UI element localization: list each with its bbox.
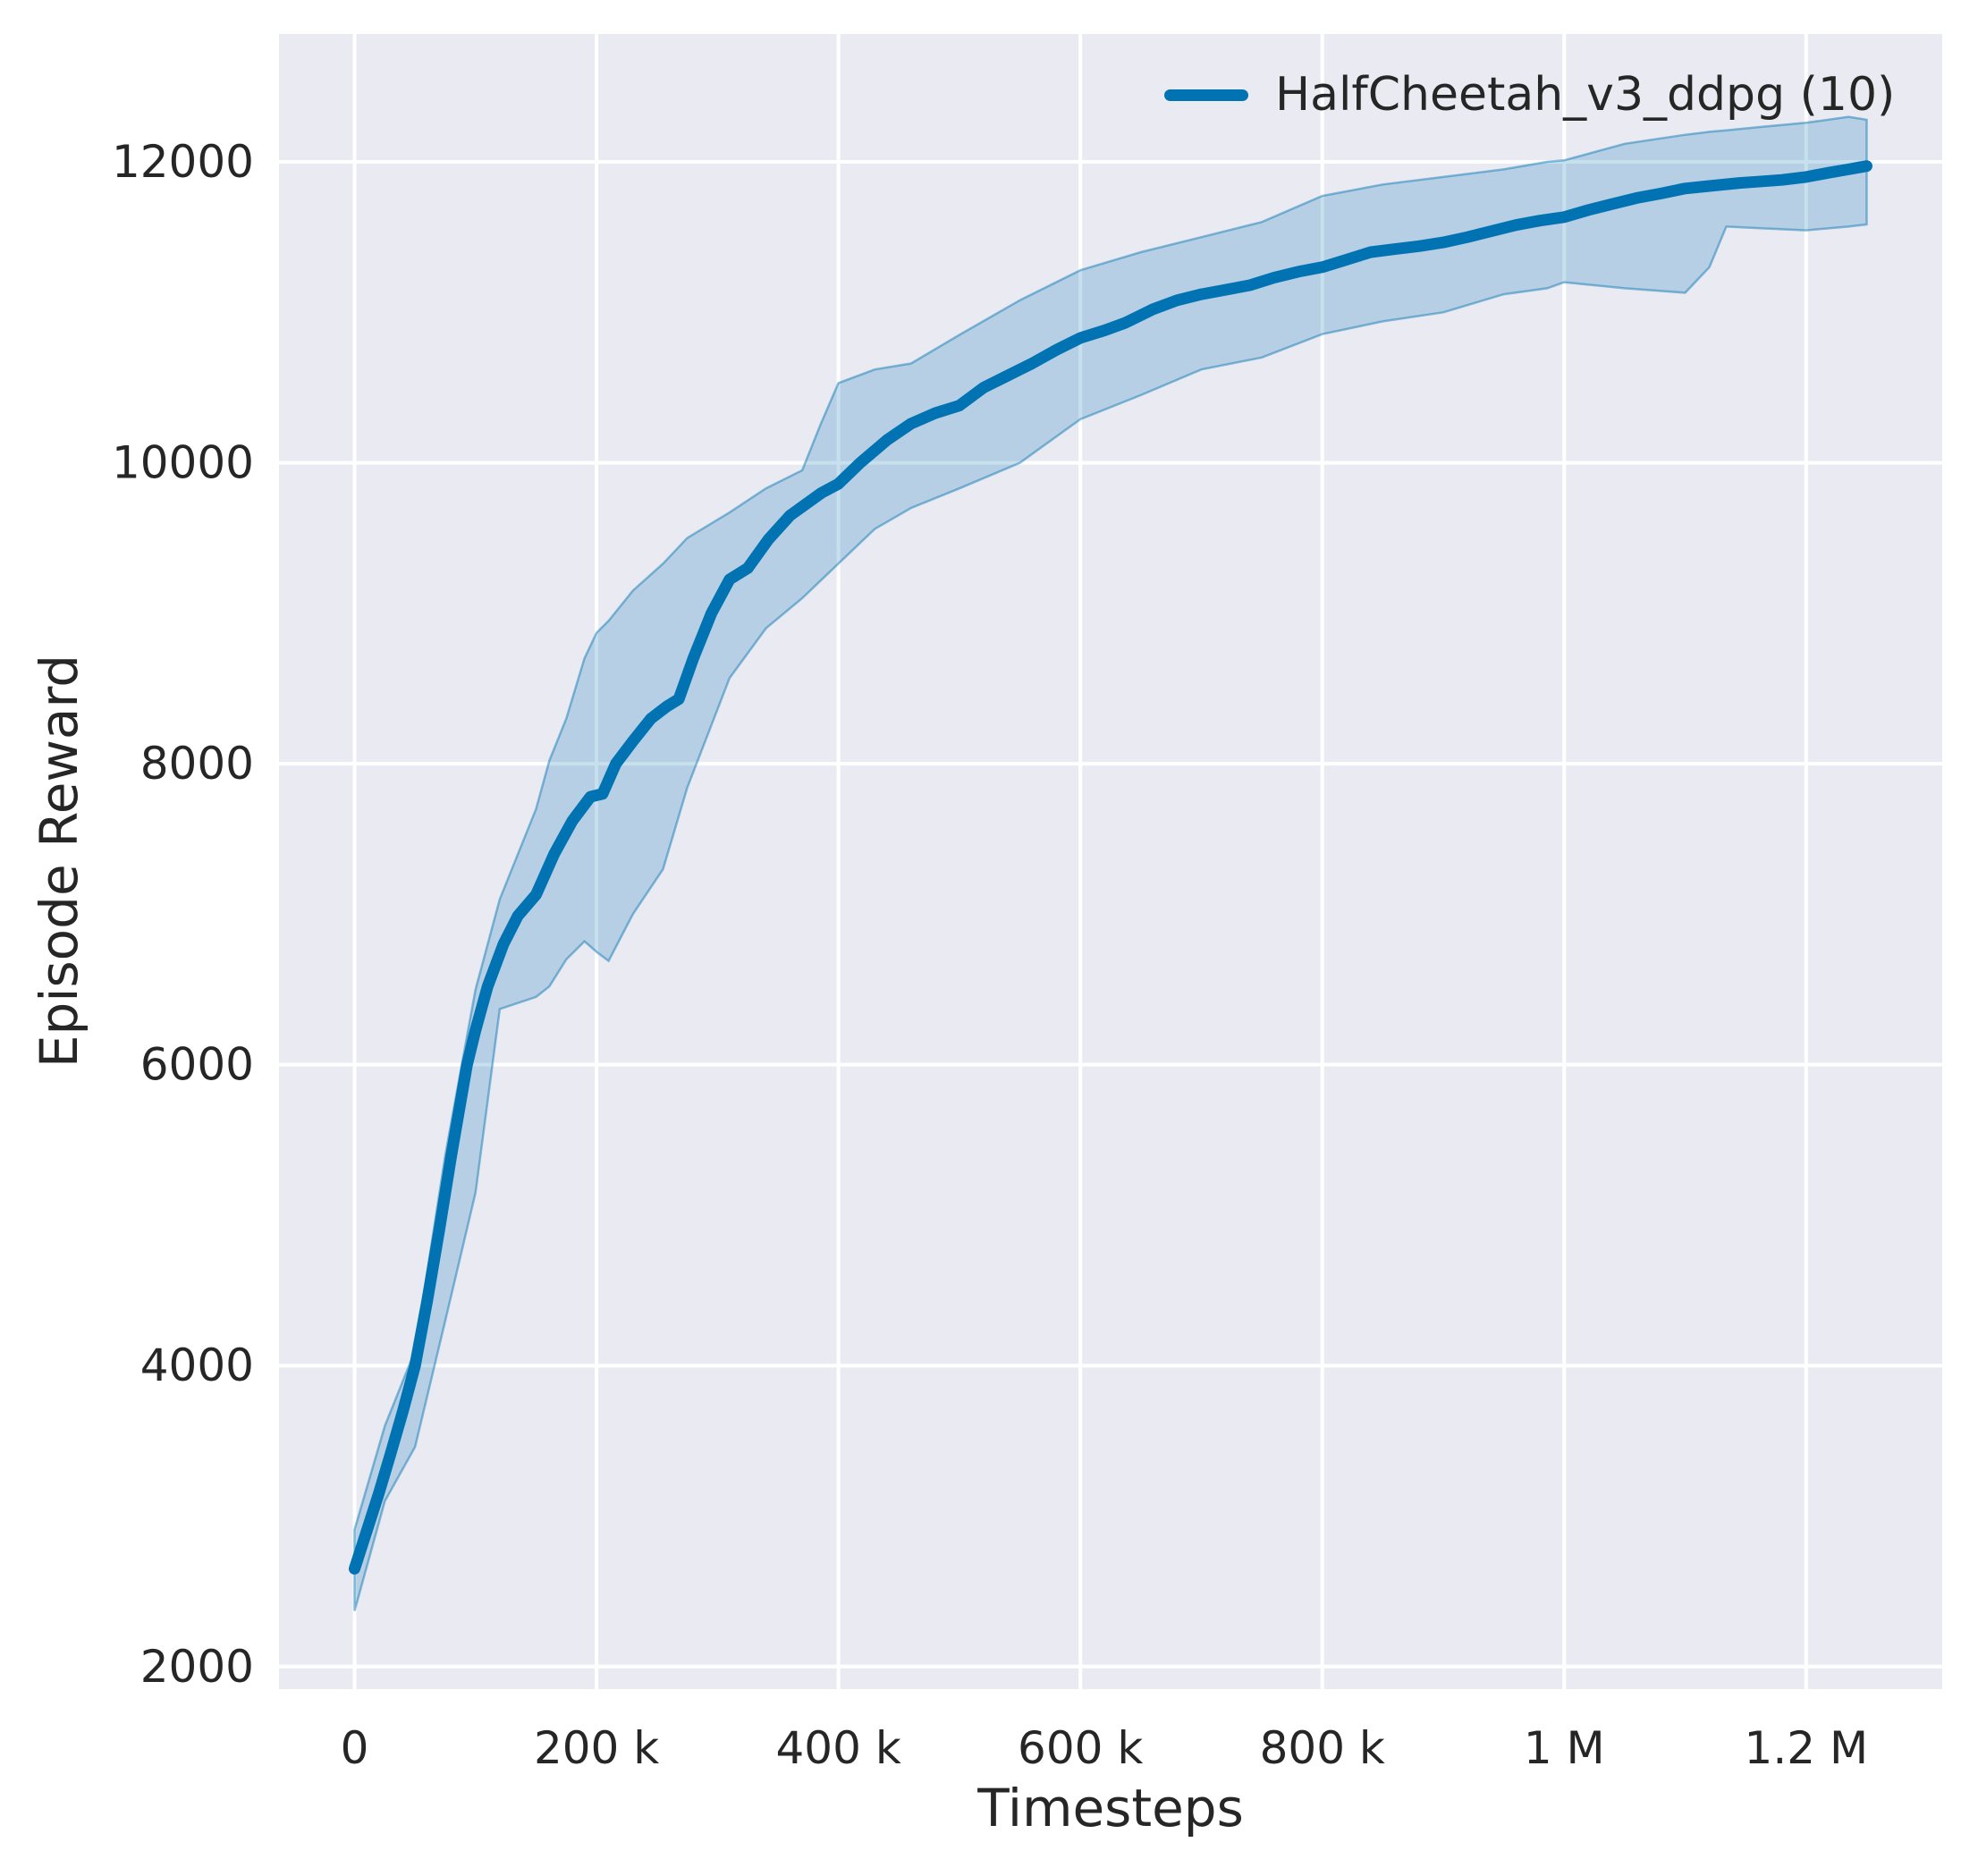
confidence-band [353,115,1868,1611]
y-tick-label: 8000 [140,738,254,790]
y-tick-label: 4000 [140,1339,254,1391]
x-tick-label: 600 k [1018,1722,1143,1774]
x-tick-label: 1.2 M [1745,1722,1869,1774]
y-tick-label: 2000 [140,1641,254,1693]
series-line [349,160,1872,1575]
y-axis-label: Episode Reward [29,654,89,1069]
x-tick-label: 800 k [1260,1722,1385,1774]
x-tick-label: 1 M [1524,1722,1605,1774]
x-tick-label: 0 [341,1722,369,1774]
legend-line-swatch [1164,89,1248,101]
x-tick-label: 400 k [775,1722,900,1774]
y-tick-label: 6000 [140,1039,254,1091]
y-tick-label: 10000 [112,437,254,489]
x-tick-label: 200 k [534,1722,659,1774]
legend: HalfCheetah_v3_ddpg (10) [1164,68,1896,122]
x-axis-label: Timesteps [977,1778,1244,1838]
y-tick-label: 12000 [112,136,254,188]
legend-label: HalfCheetah_v3_ddpg (10) [1275,68,1896,122]
